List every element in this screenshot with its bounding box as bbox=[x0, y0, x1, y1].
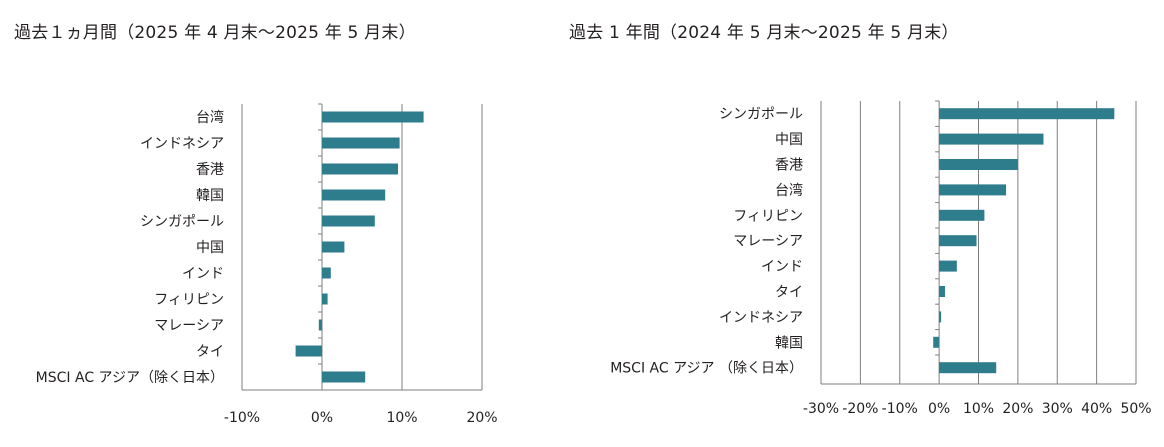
bar-1y-7 bbox=[939, 286, 946, 297]
category-label-1y-5: マレーシア bbox=[733, 234, 803, 250]
bar-1y-0 bbox=[939, 108, 1115, 120]
bar-1m-8 bbox=[318, 319, 322, 331]
tick-label-1y-8: 50% bbox=[1120, 401, 1151, 417]
chart-title-1m: 過去１ヵ月間（2025 年 4 月末～2025 年 5 月末） bbox=[14, 23, 416, 43]
bar-1m-1 bbox=[322, 137, 400, 149]
category-label-1y-4: フィリピン bbox=[733, 208, 803, 224]
tick-label-1y-4: 10% bbox=[963, 401, 994, 417]
bar-1y-4 bbox=[939, 209, 985, 221]
bar-1m-4 bbox=[322, 215, 375, 227]
category-label-1y-8: インドネシア bbox=[719, 310, 803, 326]
bar-1y-5 bbox=[939, 235, 977, 247]
bar-1m-10 bbox=[322, 371, 366, 383]
tick-label-1m-3: 20% bbox=[466, 410, 497, 426]
category-label-1y-2: 香港 bbox=[775, 158, 803, 174]
tick-label-1y-0: -30% bbox=[803, 401, 839, 417]
category-label-1m-8: マレーシア bbox=[154, 318, 224, 334]
category-label-1y-9: 韓国 bbox=[775, 335, 803, 351]
bar-1y-3 bbox=[939, 184, 1007, 196]
category-label-1y-1: 中国 bbox=[775, 132, 803, 148]
bar-1m-5 bbox=[322, 241, 345, 253]
category-label-1y-7: タイ bbox=[775, 285, 803, 301]
tick-label-1m-1: 0% bbox=[311, 410, 333, 426]
chart-title-1y: 過去 1 年間（2024 年 5 月末～2025 年 5 月末） bbox=[569, 23, 959, 43]
tick-label-1m-2: 10% bbox=[386, 410, 417, 426]
tick-label-1y-1: -20% bbox=[842, 401, 878, 417]
category-label-1y-3: 台湾 bbox=[775, 182, 803, 199]
category-label-1m-10: MSCI AC アジア（除く日本） bbox=[36, 370, 224, 386]
bar-1y-6 bbox=[939, 260, 957, 272]
tick-label-1y-7: 40% bbox=[1081, 401, 1112, 417]
category-label-1m-7: フィリピン bbox=[154, 292, 224, 308]
bar-1m-6 bbox=[322, 267, 331, 279]
bar-1m-3 bbox=[322, 189, 386, 201]
tick-label-1y-2: -10% bbox=[882, 401, 918, 417]
category-label-1m-9: タイ bbox=[196, 344, 224, 360]
bar-1y-9 bbox=[933, 336, 940, 348]
category-label-1m-1: インドネシア bbox=[140, 136, 224, 152]
category-label-1y-6: インド bbox=[761, 259, 803, 275]
tick-label-1y-6: 30% bbox=[1042, 401, 1073, 417]
bar-1m-0 bbox=[322, 111, 424, 123]
category-label-1y-10: MSCI AC アジア （除く日本） bbox=[610, 361, 803, 377]
bar-1m-2 bbox=[322, 163, 398, 175]
tick-label-1y-3: 0% bbox=[928, 401, 950, 417]
bar-1y-1 bbox=[939, 133, 1044, 145]
category-label-1m-0: 台湾 bbox=[196, 109, 224, 126]
bar-1y-8 bbox=[939, 311, 942, 323]
category-label-1m-4: シンガポール bbox=[140, 214, 224, 230]
bar-1y-2 bbox=[939, 159, 1018, 170]
bar-1y-10 bbox=[939, 362, 997, 374]
category-label-1y-0: シンガポール bbox=[719, 107, 803, 123]
category-label-1m-5: 中国 bbox=[196, 240, 224, 256]
bar-1m-9 bbox=[295, 345, 322, 357]
category-label-1m-6: インド bbox=[182, 266, 224, 282]
tick-label-1m-0: -10% bbox=[224, 410, 260, 426]
category-label-1m-3: 韓国 bbox=[196, 188, 224, 204]
tick-label-1y-5: 20% bbox=[1002, 401, 1033, 417]
bar-1m-7 bbox=[322, 293, 328, 305]
category-label-1m-2: 香港 bbox=[196, 162, 224, 178]
